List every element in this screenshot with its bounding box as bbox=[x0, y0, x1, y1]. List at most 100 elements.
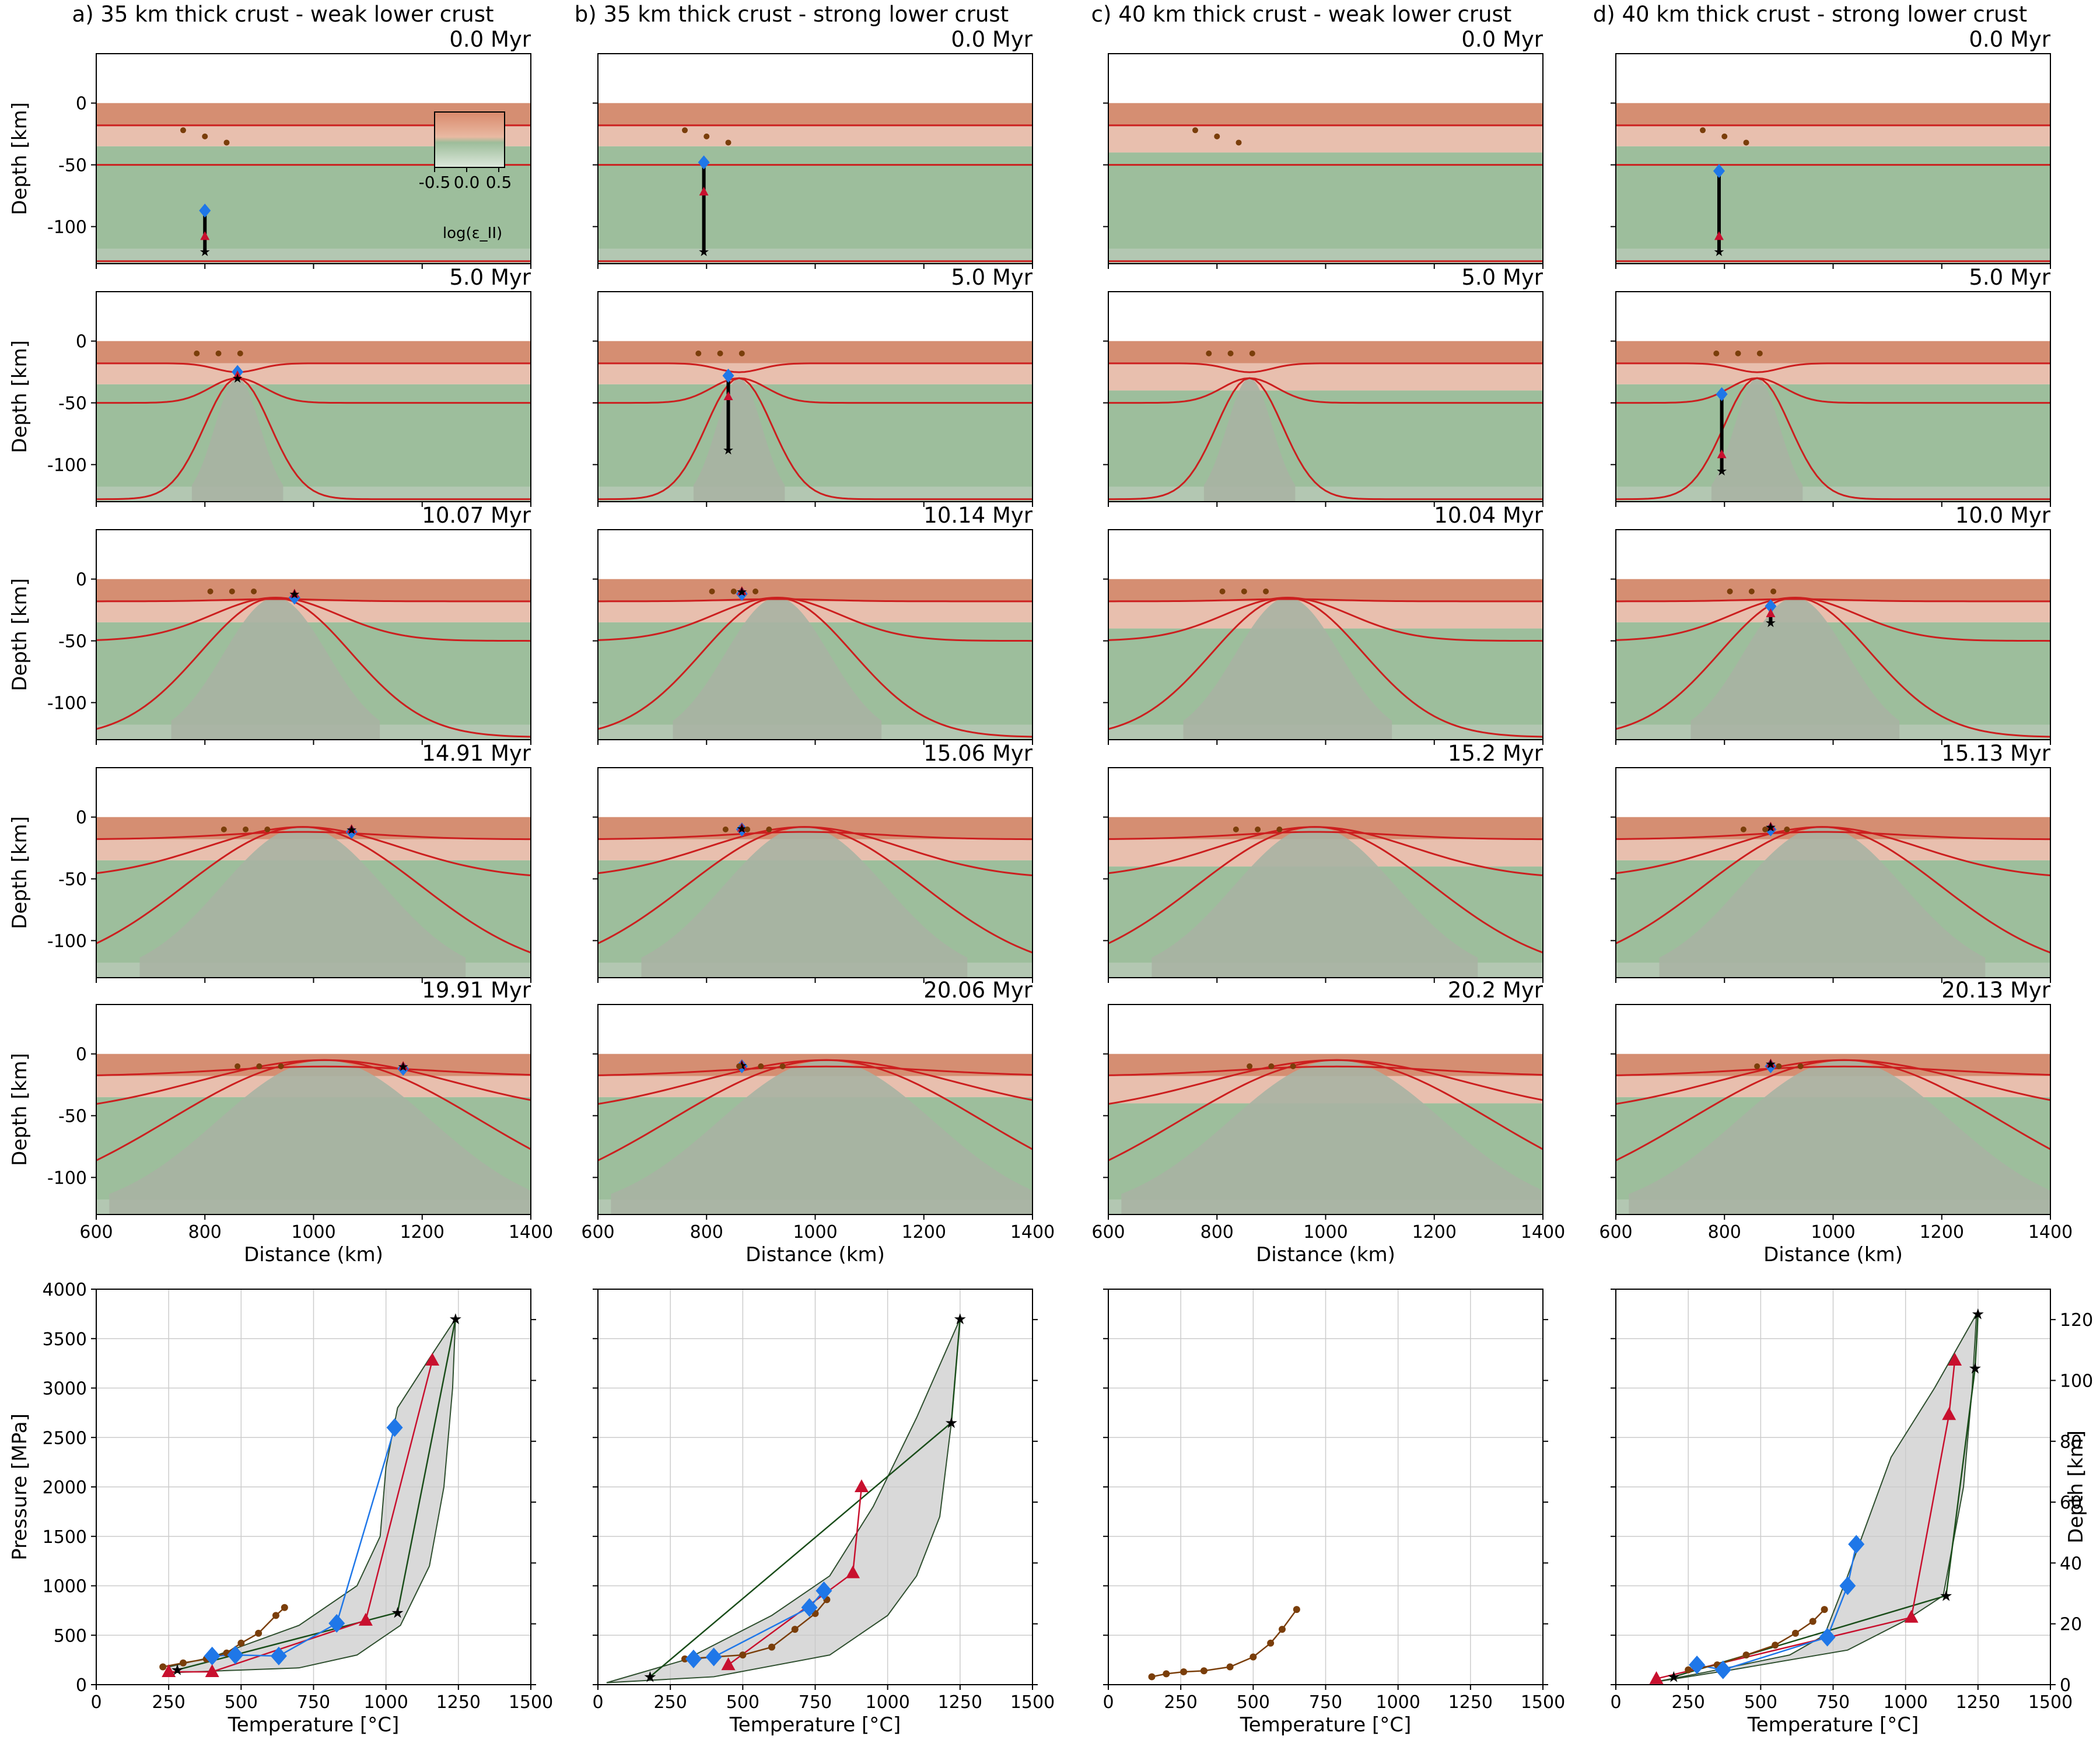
time-label: 0.0 Myr bbox=[951, 27, 1032, 52]
surface-particle bbox=[736, 1063, 743, 1069]
diamond-point bbox=[204, 1646, 220, 1665]
y-tick-label: 0 bbox=[76, 332, 87, 352]
time-label: 0.0 Myr bbox=[449, 27, 531, 52]
isotherm-line bbox=[96, 596, 531, 642]
surface-particle bbox=[1241, 588, 1247, 594]
x-axis-label: Temperature [°C] bbox=[1240, 1713, 1411, 1737]
surface-particle bbox=[235, 1063, 241, 1069]
triangle-point bbox=[162, 1664, 176, 1677]
triangle-marker bbox=[289, 589, 299, 598]
brown-point bbox=[1279, 1626, 1286, 1633]
upper-crust-layer bbox=[1616, 103, 2050, 125]
surface-particle bbox=[229, 588, 235, 594]
diamond-point bbox=[386, 1418, 403, 1437]
surface-particle bbox=[1233, 826, 1239, 832]
section-panel-a-2: ★ 10.07 Myr 0 -50 -100 Depth [km] bbox=[8, 503, 531, 745]
isotherm-line bbox=[597, 377, 1032, 501]
upper-crust-layer bbox=[598, 579, 1032, 601]
star-marker: ★ bbox=[736, 822, 748, 836]
triangle-point bbox=[425, 1353, 440, 1366]
lower-crust-layer bbox=[1108, 125, 1543, 153]
y-axis-label: Depth [km] bbox=[8, 102, 32, 215]
isotherm-line bbox=[1615, 598, 2050, 603]
brown-point bbox=[1293, 1606, 1300, 1614]
y-tick-label: -50 bbox=[58, 394, 87, 414]
diamond-point bbox=[1819, 1628, 1836, 1647]
surface-particle bbox=[725, 139, 732, 146]
asthenosphere-rise bbox=[109, 1060, 531, 1214]
isotherm-line bbox=[96, 831, 531, 841]
asthenosphere-rise bbox=[171, 597, 380, 740]
x-tick-label: 1500 bbox=[1521, 1692, 1565, 1713]
asthenosphere-rise bbox=[693, 378, 785, 502]
pt-plot-row: ★★★0 250 500 750 1000 1250 1500050010001500200… bbox=[8, 1280, 2093, 1737]
lower-crust-layer bbox=[1616, 125, 2050, 146]
asthenosphere-rise bbox=[1711, 378, 1803, 502]
brown-point bbox=[1250, 1653, 1257, 1661]
section-panel-a-3: ★ 14.91 Myr 0 -50 -100 Depth [km] bbox=[8, 741, 531, 983]
section-panel-d-4: ★ 20.13 Myr 600 800 1000 1200 1400 Distance (km… bbox=[1599, 978, 2073, 1266]
diamond-point bbox=[816, 1581, 832, 1600]
y-tick-label: -50 bbox=[58, 632, 87, 652]
triangle-marker bbox=[346, 824, 356, 833]
brown-point bbox=[1148, 1673, 1156, 1681]
y-tick-label: -50 bbox=[58, 870, 87, 890]
y-tick-label: 0 bbox=[76, 94, 87, 114]
triangle-point bbox=[1904, 1609, 1919, 1623]
y-tick-label: 0 bbox=[76, 570, 87, 590]
surface-particle bbox=[695, 350, 702, 356]
surface-particle bbox=[251, 588, 257, 594]
time-label: 10.0 Myr bbox=[1955, 503, 2051, 528]
brown-point bbox=[1791, 1629, 1799, 1637]
x-tick-label: 600 bbox=[1091, 1222, 1125, 1242]
brown-path bbox=[1688, 1609, 1825, 1671]
x-tick-label: 250 bbox=[1672, 1692, 1705, 1713]
y-tick-label: 0 bbox=[76, 1045, 87, 1065]
surface-particle bbox=[1748, 588, 1755, 594]
colorbar-swatch bbox=[434, 111, 505, 168]
diamond-marker bbox=[722, 369, 734, 383]
x-axis-label: Distance (km) bbox=[1256, 1243, 1395, 1266]
surface-particle bbox=[1754, 1063, 1760, 1069]
surface-particle bbox=[223, 139, 230, 146]
star-marker: ★ bbox=[346, 823, 358, 838]
triangle-marker bbox=[1766, 608, 1776, 617]
surface-particle bbox=[202, 133, 208, 139]
y2-tick-label: 40 bbox=[2060, 1553, 2082, 1574]
x-tick-label: 250 bbox=[1164, 1692, 1198, 1713]
brown-point bbox=[1809, 1618, 1817, 1625]
triangle-point bbox=[1942, 1407, 1957, 1420]
isotherm-line bbox=[1108, 377, 1543, 501]
surface-particle bbox=[1756, 350, 1763, 356]
brown-point bbox=[272, 1612, 279, 1619]
brown-point bbox=[1267, 1639, 1275, 1647]
column-title-c: c) 40 km thick crust - weak lower crust bbox=[1091, 2, 1512, 27]
isotherm-line bbox=[1108, 362, 1543, 373]
surface-particle bbox=[758, 1063, 764, 1069]
diamond-point bbox=[1839, 1576, 1856, 1595]
surface-particle bbox=[1743, 139, 1749, 146]
time-label: 5.0 Myr bbox=[449, 265, 531, 290]
x-tick-label: 1000 bbox=[1883, 1692, 1927, 1713]
y2-tick-label: 60 bbox=[2060, 1493, 2082, 1513]
x-tick-label: 0 bbox=[1102, 1692, 1114, 1713]
upper-crust-layer bbox=[1616, 341, 2050, 363]
x-tick-label: 1000 bbox=[291, 1222, 335, 1242]
surface-particle bbox=[1268, 1063, 1275, 1069]
x-axis-label: Temperature [°C] bbox=[228, 1713, 399, 1737]
colorbar-label: log(ε_II) bbox=[443, 225, 502, 242]
triangle-marker bbox=[737, 822, 747, 832]
mantle-layer bbox=[96, 384, 531, 487]
y-axis-label: Depth [km] bbox=[8, 578, 32, 691]
diamond-point bbox=[705, 1647, 722, 1667]
surface-particle bbox=[1727, 588, 1733, 594]
x-tick-label: 500 bbox=[1237, 1692, 1270, 1713]
brown-point bbox=[1742, 1651, 1750, 1659]
triangle-marker bbox=[1766, 821, 1776, 831]
star-marker: ★ bbox=[1765, 1058, 1777, 1072]
surface-particle bbox=[1255, 826, 1261, 832]
triangle-marker bbox=[723, 391, 733, 400]
x-tick-label: 750 bbox=[799, 1692, 832, 1713]
upper-crust-layer bbox=[1108, 103, 1543, 125]
isotherm-line bbox=[1108, 1065, 1544, 1076]
